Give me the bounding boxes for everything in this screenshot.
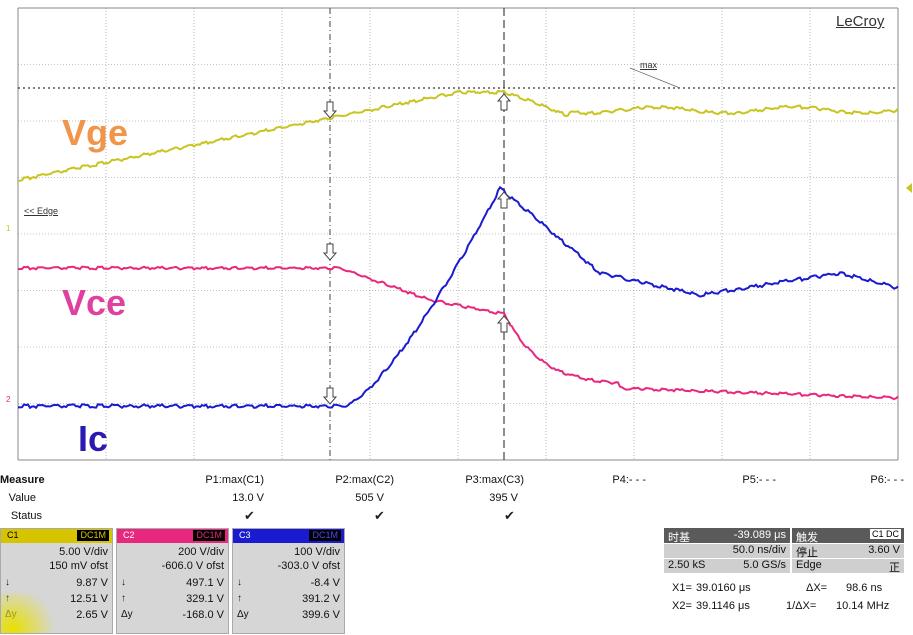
c1-coupling: DC1M xyxy=(77,530,109,541)
c3-r2: 391.2 V xyxy=(302,593,340,605)
timebase-title: 时基 xyxy=(668,532,690,544)
c2-tag: C2 xyxy=(120,530,138,541)
c1-highlight xyxy=(1,593,61,633)
x2-value: 39.1146 μs xyxy=(696,600,750,612)
inv-dx-label: 1/ΔX= xyxy=(786,600,817,612)
c3-r1: -8.4 V xyxy=(310,577,340,589)
c1-ground-marker: 1 xyxy=(6,224,11,233)
max-marker-arrow xyxy=(322,387,338,405)
max-marker-arrow xyxy=(322,101,338,119)
value-row-label: Value xyxy=(8,492,36,504)
c2-r1-sym: ↓ xyxy=(121,577,126,588)
c1-r1-sym: ↓ xyxy=(5,577,10,588)
max-marker-arrow xyxy=(496,93,512,111)
max-marker-arrow xyxy=(496,315,512,333)
measure-p5-name[interactable]: P5:- - - xyxy=(742,474,776,486)
brand-logo: LeCroy xyxy=(836,13,885,30)
trigger-type: Edge xyxy=(796,559,822,571)
graticule xyxy=(17,7,899,461)
measure-p1-name[interactable]: P1:max(C1) xyxy=(205,474,264,486)
c2-r1: 497.1 V xyxy=(186,577,224,589)
trigger-tag: C1 DC xyxy=(869,529,901,539)
c2-coupling: DC1M xyxy=(193,530,225,541)
max-marker-arrow xyxy=(322,243,338,261)
timebase-row-tdiv: 50.0 ns/div xyxy=(664,544,790,558)
edge-label: << Edge xyxy=(24,206,59,216)
c1-vdiv: 5.00 V/div xyxy=(59,546,108,558)
max-markers xyxy=(322,93,512,405)
dx-value: 98.6 ns xyxy=(846,582,883,594)
trigger-level: 3.60 V xyxy=(868,544,900,556)
timebase-header: 时基 -39.089 μs xyxy=(664,528,790,544)
c1-header: C1 DC1M xyxy=(1,529,112,543)
measure-p1-status: ✔ xyxy=(244,508,255,523)
trigger-title: 触发 xyxy=(796,532,818,544)
measure-p3-name[interactable]: P3:max(C3) xyxy=(465,474,524,486)
c3-tag: C3 xyxy=(236,530,254,541)
timebase-row-rate: 2.50 kS 5.0 GS/s xyxy=(664,559,790,573)
trigger-slope: 正 xyxy=(889,562,900,574)
c1-r1: 9.87 V xyxy=(76,577,108,589)
c1-r3: 2.65 V xyxy=(76,609,108,621)
c3-offset: -303.0 V ofst xyxy=(277,560,340,572)
x2-label: X2= xyxy=(672,600,692,612)
channel-c2-panel[interactable]: C2 DC1M 200 V/div -606.0 V ofst ↓ 497.1 … xyxy=(116,528,229,634)
c2-ground-marker: 2 xyxy=(6,395,11,404)
vce-trace xyxy=(17,265,899,401)
c3-r1-sym: ↓ xyxy=(237,577,242,588)
timebase-tdiv: 50.0 ns/div xyxy=(732,544,786,556)
trigger-header: 触发 C1 DC xyxy=(792,528,904,544)
vge-label: Vge xyxy=(62,112,129,153)
waveform-canvas: 1 2 xyxy=(6,7,912,461)
scope-display: 1 2 LeCroy max << Edge Vge Vce Ic xyxy=(6,7,912,461)
measure-p3-value: 395 V xyxy=(489,492,518,504)
c3-header: C3 DC1M xyxy=(233,529,344,543)
measure-p4-name[interactable]: P4:- - - xyxy=(612,474,646,486)
c3-r3: 399.6 V xyxy=(302,609,340,621)
status-row-label: Status xyxy=(10,510,42,522)
c3-coupling: DC1M xyxy=(309,530,341,541)
c2-r2: 329.1 V xyxy=(186,593,224,605)
max-marker-arrow xyxy=(496,191,512,209)
trigger-mode: 停止 xyxy=(796,547,818,559)
ic-trace xyxy=(17,185,899,410)
trigger-row-level: 停止 3.60 V xyxy=(792,544,904,559)
c2-offset: -606.0 V ofst xyxy=(161,560,224,572)
measure-p2-value: 505 V xyxy=(355,492,384,504)
vge-trace xyxy=(17,89,899,182)
ic-label: Ic xyxy=(78,418,109,459)
dx-label: ΔX= xyxy=(806,582,828,594)
c2-r3-sym: Δy xyxy=(121,609,133,620)
c1-r2: 12.51 V xyxy=(70,593,108,605)
c3-r2-sym: ↑ xyxy=(237,593,242,604)
channel-c1-panel[interactable]: C1 DC1M 5.00 V/div 150 mV ofst ↓ 9.87 V … xyxy=(0,528,113,634)
channel-c3-panel[interactable]: C3 DC1M 100 V/div -303.0 V ofst ↓ -8.4 V… xyxy=(232,528,345,634)
inv-dx-value: 10.14 MHz xyxy=(836,600,890,612)
measure-p2-name[interactable]: P2:max(C2) xyxy=(335,474,394,486)
measure-p3-status: ✔ xyxy=(504,508,515,523)
c2-r2-sym: ↑ xyxy=(121,593,126,604)
c2-vdiv: 200 V/div xyxy=(178,546,224,558)
c2-r3: -168.0 V xyxy=(182,609,224,621)
c1-offset: 150 mV ofst xyxy=(49,560,108,572)
c3-vdiv: 100 V/div xyxy=(294,546,340,558)
max-pointer-line xyxy=(629,67,681,89)
c1-tag: C1 xyxy=(4,530,22,541)
x1-label: X1= xyxy=(672,582,692,594)
timebase-samples: 2.50 kS xyxy=(668,559,706,571)
c2-header: C2 DC1M xyxy=(117,529,228,543)
max-label: max xyxy=(640,60,658,70)
x1-value: 39.0160 μs xyxy=(696,582,751,594)
timebase-rate: 5.0 GS/s xyxy=(743,559,786,571)
measure-p2-status: ✔ xyxy=(374,508,385,523)
trigger-level-marker xyxy=(906,183,912,193)
trigger-row-type: Edge 正 xyxy=(792,559,904,574)
vce-label: Vce xyxy=(62,282,127,323)
c3-r3-sym: Δy xyxy=(237,609,249,620)
measure-p1-value: 13.0 V xyxy=(232,492,264,504)
timebase-delay: -39.089 μs xyxy=(733,529,786,541)
measure-title: Measure xyxy=(0,474,45,486)
measure-p6-name[interactable]: P6:- - - xyxy=(870,474,904,486)
